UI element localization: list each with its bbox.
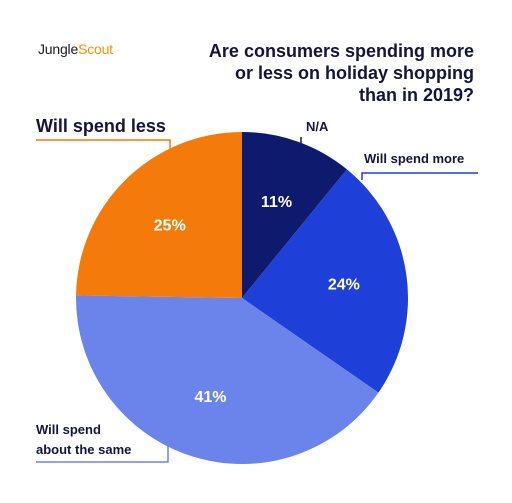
callout-label-more: Will spend more bbox=[364, 151, 464, 166]
callout-label-same-line-2: about the same bbox=[36, 442, 131, 457]
callout-label-less: Will spend less bbox=[36, 116, 166, 136]
chart-title-line-2: or less on holiday shopping bbox=[234, 63, 474, 83]
pie-slices bbox=[75, 132, 409, 465]
callout-label-na: N/A bbox=[306, 119, 329, 134]
slice-na bbox=[242, 132, 347, 298]
slice-will-spend-more bbox=[242, 169, 409, 393]
slice-will-spend-about-the-same-value-label: 41% bbox=[194, 389, 226, 406]
logo-part-jungle: Jungle bbox=[38, 41, 79, 57]
slice-na-value-label: 11% bbox=[261, 194, 292, 211]
slice-value-labels: 11% 24% 41% 25% bbox=[154, 194, 360, 406]
callout-label-same-line-1: Will spend bbox=[36, 422, 101, 437]
slice-will-spend-about-the-same bbox=[75, 295, 379, 465]
callout-line-less bbox=[36, 139, 171, 150]
callout-line-same bbox=[36, 440, 169, 463]
slice-will-spend-less bbox=[76, 132, 243, 298]
chart-title-line-3: than in 2019? bbox=[358, 85, 474, 105]
chart-title-line-1: Are consumers spending more bbox=[208, 41, 474, 61]
logo-part-scout: Scout bbox=[78, 41, 113, 57]
slice-will-spend-less-value-label: 25% bbox=[154, 218, 186, 235]
callout-line-more bbox=[361, 172, 478, 180]
slice-will-spend-more-value-label: 24% bbox=[328, 277, 360, 294]
chart-title: Are consumers spending more or less on h… bbox=[174, 40, 474, 106]
jungle-scout-logo: JungleScout bbox=[38, 41, 113, 57]
